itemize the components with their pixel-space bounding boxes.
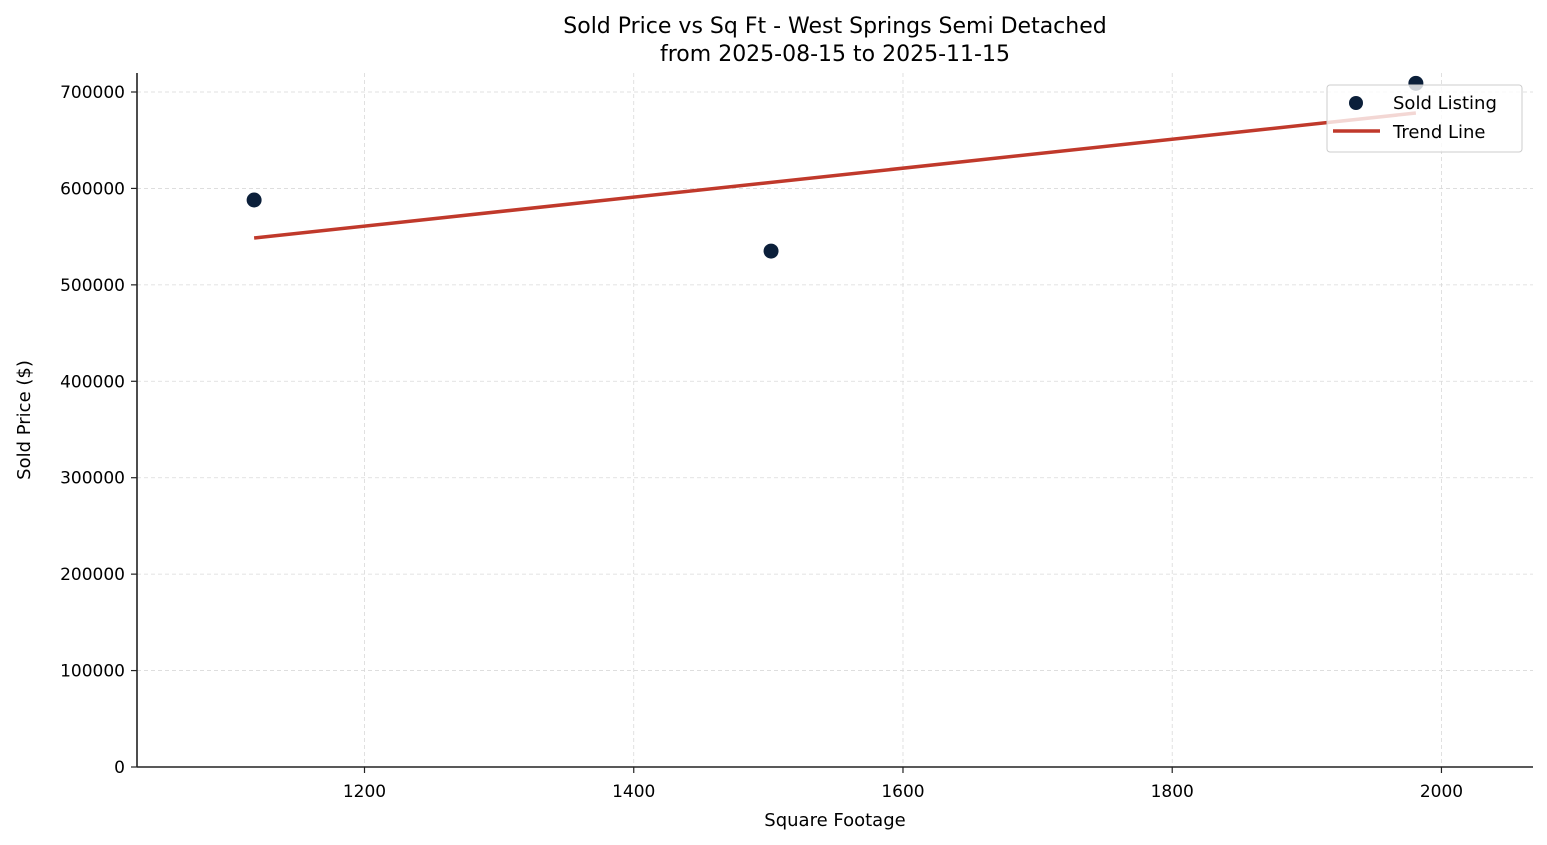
grid-lines bbox=[137, 73, 1533, 767]
x-axis-ticks: 1200 1400 1600 1800 2000 bbox=[343, 767, 1463, 802]
y-tick-label: 700000 bbox=[60, 83, 125, 103]
legend: Sold Listing Trend Line bbox=[1326, 84, 1523, 153]
data-point bbox=[763, 243, 779, 259]
x-axis-label: Square Footage bbox=[764, 810, 905, 831]
legend-item-sold-listing: Sold Listing bbox=[1393, 93, 1497, 114]
y-tick-label: 200000 bbox=[60, 565, 125, 585]
legend-box bbox=[1326, 84, 1523, 153]
x-tick-label: 1600 bbox=[881, 782, 924, 802]
y-tick-label: 400000 bbox=[60, 372, 125, 392]
legend-marker-icon bbox=[1349, 96, 1363, 110]
x-tick-label: 2000 bbox=[1420, 782, 1463, 802]
legend-item-trend-line: Trend Line bbox=[1392, 122, 1486, 143]
chart-title-line1: Sold Price vs Sq Ft - West Springs Semi … bbox=[563, 14, 1106, 39]
trend-line bbox=[253, 111, 1417, 240]
x-tick-label: 1400 bbox=[612, 782, 655, 802]
y-tick-label: 600000 bbox=[60, 179, 125, 199]
y-axis-ticks: 0 100000 200000 300000 400000 500000 600000 700… bbox=[60, 83, 137, 778]
y-axis-label: Sold Price ($) bbox=[14, 360, 35, 480]
y-tick-label: 100000 bbox=[60, 662, 125, 682]
x-tick-label: 1800 bbox=[1151, 782, 1194, 802]
x-tick-label: 1200 bbox=[343, 782, 386, 802]
chart-title: Sold Price vs Sq Ft - West Springs Semi … bbox=[563, 14, 1106, 67]
y-tick-label: 0 bbox=[114, 758, 125, 778]
chart-title-line2: from 2025-08-15 to 2025-11-15 bbox=[660, 42, 1010, 67]
y-tick-label: 300000 bbox=[60, 469, 125, 489]
y-tick-label: 500000 bbox=[60, 276, 125, 296]
data-point bbox=[246, 192, 262, 208]
plot-area bbox=[246, 75, 1424, 259]
